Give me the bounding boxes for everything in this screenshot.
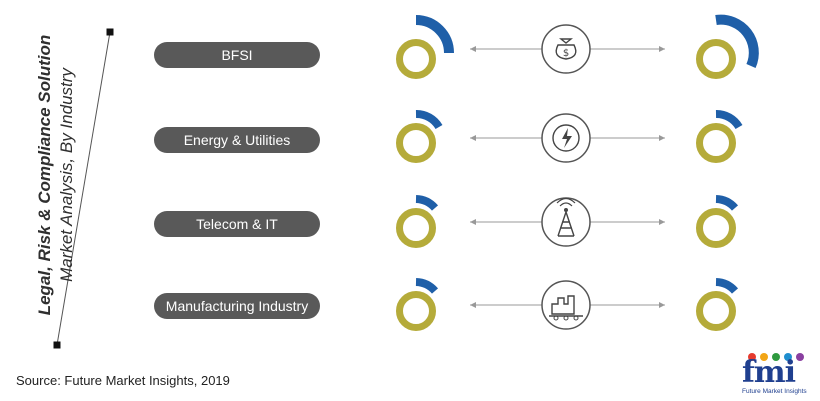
right-donut-share	[715, 110, 743, 130]
industry-label-telecom-it: Telecom & IT	[154, 211, 320, 237]
left-donut-share	[415, 110, 443, 130]
title-line-2: Market Analysis, By Industry	[57, 68, 76, 282]
right-donut-share	[715, 195, 739, 211]
industry-row-bfsi: $	[396, 14, 759, 79]
industry-row-manufacturing	[396, 278, 739, 331]
bracket-end-top	[106, 28, 114, 36]
right-donut-share	[715, 14, 759, 69]
factory-icon	[541, 280, 591, 330]
right-donut-ring	[696, 208, 736, 248]
left-donut-share	[415, 195, 439, 211]
svg-text:$: $	[563, 48, 569, 59]
logo-people-icon	[748, 353, 804, 361]
industry-row-telecom-it	[396, 195, 739, 248]
industry-label-energy-utilities: Energy & Utilities	[154, 127, 320, 153]
industry-label-manufacturing: Manufacturing Industry	[154, 293, 320, 319]
title-line-1: Legal, Risk & Compliance Solution	[35, 34, 54, 316]
logo-tagline: Future Market Insights	[742, 388, 807, 395]
chart-title: Legal, Risk & Compliance Solution Market…	[34, 15, 114, 335]
source-note: Source: Future Market Insights, 2019	[16, 373, 230, 388]
left-donut-ring	[396, 39, 436, 79]
left-donut-ring	[396, 123, 436, 163]
left-donut-share	[415, 15, 454, 54]
right-donut-ring	[696, 123, 736, 163]
industry-row-energy-utilities	[396, 110, 743, 163]
industry-label-bfsi: BFSI	[154, 42, 320, 68]
bracket-line	[56, 31, 111, 346]
money-bag-icon	[541, 24, 591, 74]
left-donut-ring	[396, 208, 436, 248]
bracket-end-bottom	[53, 341, 61, 349]
logo-letters: fmi	[742, 355, 796, 390]
left-donut-ring	[396, 291, 436, 331]
fmi-logo: fmi Future Market Insights	[742, 352, 810, 398]
left-donut-share	[415, 278, 439, 294]
right-donut-ring	[696, 291, 736, 331]
right-donut-ring	[696, 39, 736, 79]
right-donut-share	[715, 278, 739, 294]
